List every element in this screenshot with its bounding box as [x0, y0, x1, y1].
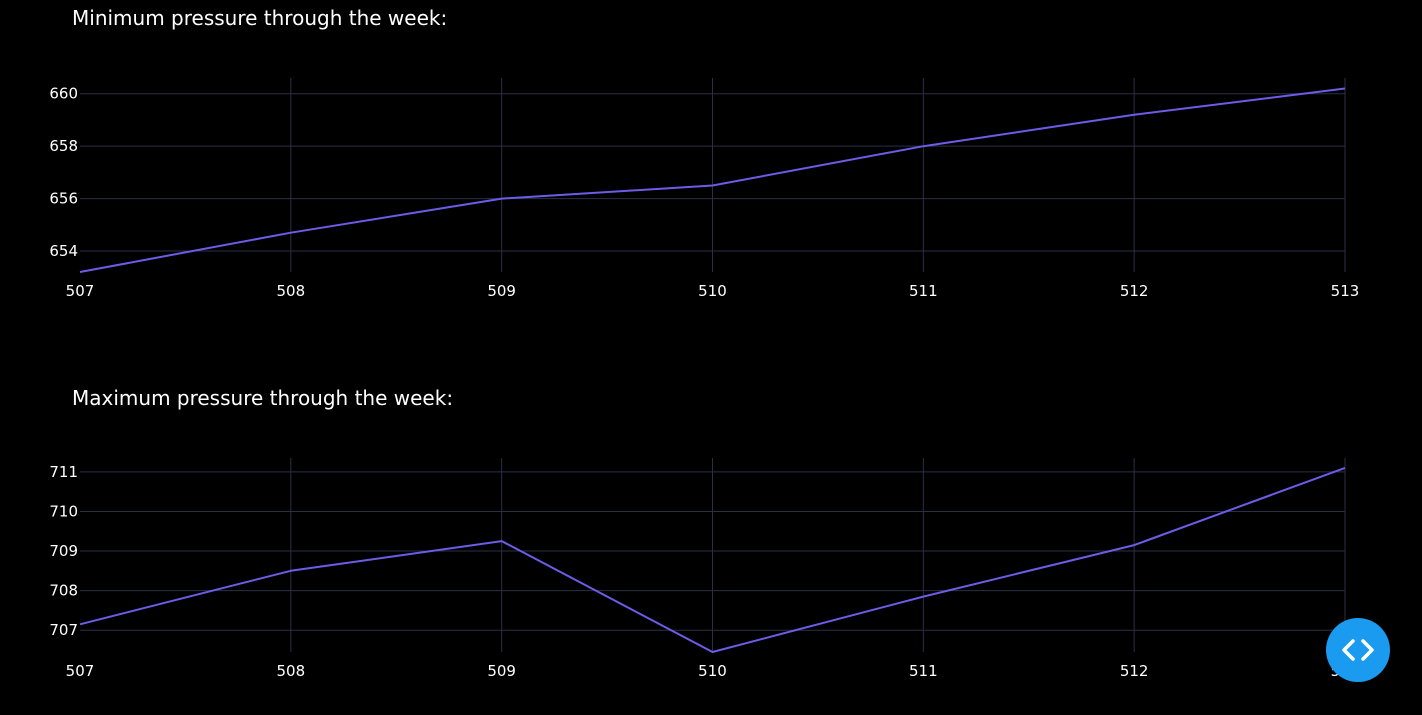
x-tick-label-max: 509 [487, 662, 516, 680]
y-tick-label-min: 658 [49, 137, 78, 155]
x-tick-label-min: 513 [1331, 282, 1360, 300]
y-tick-label-max: 710 [49, 502, 78, 520]
x-tick-label-max: 512 [1120, 662, 1149, 680]
code-icon [1342, 639, 1374, 661]
x-tick-label-min: 509 [487, 282, 516, 300]
x-tick-label-max: 510 [698, 662, 727, 680]
x-tick-label-max: 508 [277, 662, 306, 680]
y-tick-label-max: 708 [49, 582, 78, 600]
x-tick-label-min: 511 [909, 282, 938, 300]
x-tick-label-min: 508 [277, 282, 306, 300]
y-tick-label-min: 656 [49, 190, 78, 208]
y-tick-label-max: 711 [49, 463, 78, 481]
chart-title-maximum: Maximum pressure through the week: [72, 386, 454, 410]
x-tick-label-max: 507 [66, 662, 95, 680]
x-tick-label-min: 510 [698, 282, 727, 300]
series-line-min [79, 87, 1346, 273]
y-tick-label-max: 709 [49, 542, 78, 560]
code-toggle-button[interactable] [1326, 618, 1390, 682]
y-tick-label-max: 707 [49, 621, 78, 639]
chart-title-minimum: Minimum pressure through the week: [72, 6, 448, 30]
series-line-max [79, 466, 1346, 653]
y-tick-label-min: 654 [49, 242, 78, 260]
minimum-pressure-chart: 654 656 658 660 507 508 509 510 511 512 513 [49, 78, 1360, 300]
x-tick-label-min: 507 [66, 282, 95, 300]
x-tick-label-max: 511 [909, 662, 938, 680]
maximum-pressure-chart: 707708709710711507508509510511512513 [49, 458, 1359, 680]
y-tick-label-min: 660 [49, 85, 78, 103]
x-tick-label-min: 512 [1120, 282, 1149, 300]
